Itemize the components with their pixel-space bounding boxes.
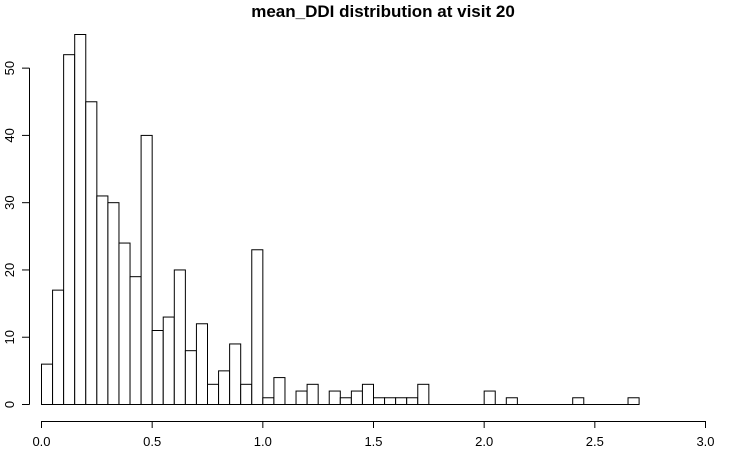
histogram-bar	[207, 383, 220, 406]
y-tick-label: 10	[2, 330, 17, 344]
y-axis: 0 10 20 30 40 50	[2, 61, 30, 408]
x-axis: 0.0 0.5 1.0 1.5 2.0 2.5 3.0	[32, 421, 715, 449]
histogram-bar	[96, 195, 109, 405]
histogram-bar	[129, 276, 142, 405]
histogram-bar	[328, 390, 341, 405]
chart-title: mean_DDI distribution at visit 20	[251, 2, 515, 21]
histogram-bar	[483, 390, 496, 405]
histogram-bar	[339, 397, 352, 405]
x-tick-label: 0.5	[143, 434, 161, 449]
histogram-bar	[107, 202, 120, 405]
histogram-bar	[350, 390, 363, 405]
x-tick-label: 1.0	[254, 434, 272, 449]
histogram-bar	[361, 383, 374, 406]
histogram-bar	[306, 383, 319, 406]
y-tick-label: 40	[2, 128, 17, 142]
x-tick-label: 3.0	[696, 434, 714, 449]
histogram-bar	[184, 350, 197, 405]
x-tick-label: 2.0	[475, 434, 493, 449]
histogram-bar	[395, 397, 408, 405]
x-tick-label: 0.0	[32, 434, 50, 449]
histogram-bar	[373, 397, 386, 405]
histogram-bar	[406, 397, 419, 405]
histogram-bar	[63, 54, 76, 406]
histogram-bar	[140, 134, 153, 405]
histogram-bar	[295, 390, 308, 405]
y-tick-label: 50	[2, 61, 17, 75]
histogram-bar	[251, 249, 264, 405]
x-tick-label: 2.5	[586, 434, 604, 449]
histogram-bar	[505, 397, 518, 405]
histogram-bar	[41, 363, 54, 406]
y-tick-label: 30	[2, 195, 17, 209]
y-tick-label: 0	[2, 401, 17, 408]
histogram-bar	[195, 323, 208, 405]
x-tick-label: 1.5	[364, 434, 382, 449]
histogram-bar	[162, 316, 175, 405]
histogram-bar	[572, 397, 585, 405]
histogram-bar	[85, 101, 98, 406]
histogram-bar	[218, 370, 231, 405]
y-tick-label: 20	[2, 263, 17, 277]
histogram-bar	[151, 330, 164, 405]
histogram-bar	[74, 34, 87, 405]
histogram-bar	[52, 289, 65, 406]
histogram-bar	[262, 397, 275, 405]
histogram-bar	[229, 343, 242, 406]
histogram-bar	[384, 397, 397, 405]
histogram-bars	[41, 34, 640, 406]
histogram-bar	[417, 383, 430, 406]
histogram-bar	[118, 242, 131, 405]
histogram-bar	[627, 397, 640, 405]
histogram-bar	[173, 269, 186, 406]
histogram-bar	[240, 383, 253, 406]
histogram-bar	[273, 377, 286, 405]
